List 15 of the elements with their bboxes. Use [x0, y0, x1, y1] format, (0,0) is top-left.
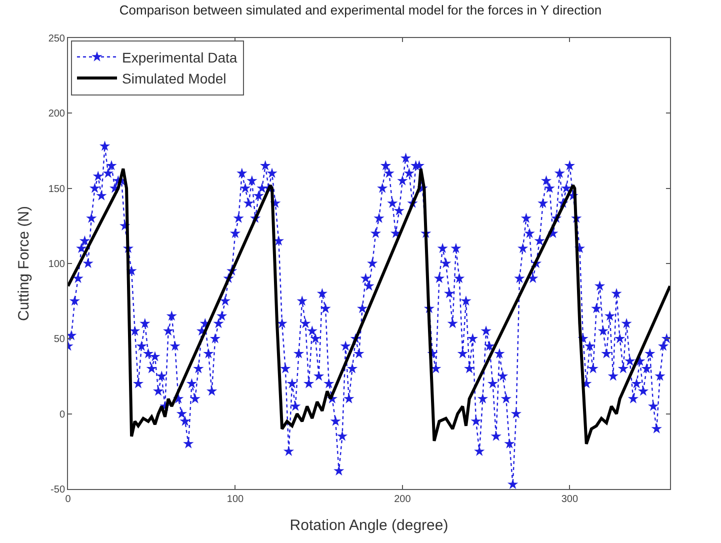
x-tick-label: 100 [226, 494, 244, 505]
y-tick-label: 150 [48, 184, 66, 195]
y-axis-title: Cutting Force (N) [16, 206, 33, 322]
chart-title: Comparison between simulated and experimental model for the forces in Y direction [119, 2, 602, 18]
y-tick-label: 0 [59, 409, 66, 420]
legend-label: Simulated Model [122, 70, 226, 87]
x-tick-label: 300 [561, 494, 578, 505]
y-tick-label: 100 [48, 259, 66, 270]
x-tick-label: 200 [394, 494, 412, 505]
x-axis-title: Rotation Angle (degree) [290, 517, 448, 534]
y-tick-label: 200 [48, 108, 66, 120]
y-tick-label: 50 [54, 334, 66, 346]
legend-label: Experimental Data [122, 49, 238, 66]
y-tick-label: 250 [48, 34, 66, 44]
y-tick-label: -50 [50, 484, 66, 496]
